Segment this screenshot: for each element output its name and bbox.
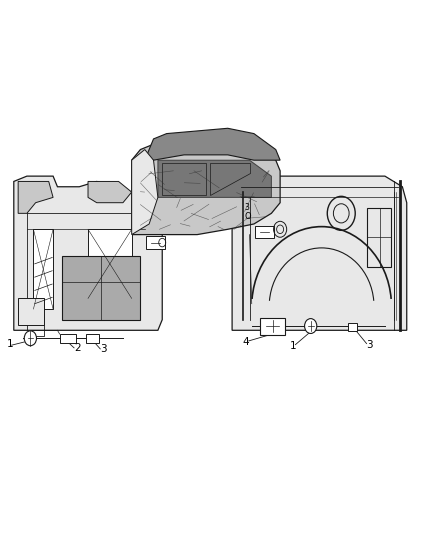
- Polygon shape: [158, 160, 272, 197]
- Polygon shape: [145, 128, 280, 160]
- Bar: [88, 229, 132, 298]
- Bar: [146, 236, 165, 249]
- Circle shape: [24, 331, 36, 346]
- Bar: [18, 298, 44, 325]
- Polygon shape: [232, 176, 407, 330]
- Text: 1: 1: [290, 341, 297, 351]
- Text: 3: 3: [367, 340, 373, 350]
- Circle shape: [304, 319, 317, 334]
- Bar: [60, 334, 76, 343]
- Bar: [348, 324, 357, 332]
- Polygon shape: [132, 150, 158, 235]
- Bar: [261, 318, 285, 335]
- Bar: [86, 334, 99, 343]
- Text: 3: 3: [244, 203, 249, 212]
- Polygon shape: [18, 181, 53, 213]
- Polygon shape: [132, 134, 280, 235]
- Polygon shape: [14, 176, 162, 330]
- Polygon shape: [210, 163, 250, 195]
- Bar: [367, 208, 392, 266]
- Bar: [62, 256, 141, 320]
- Bar: [33, 229, 53, 309]
- Text: 1: 1: [7, 340, 14, 349]
- Polygon shape: [88, 181, 132, 203]
- Text: 2: 2: [74, 343, 81, 353]
- Polygon shape: [162, 163, 206, 195]
- Text: 4: 4: [243, 337, 249, 347]
- Bar: [255, 225, 275, 238]
- Text: O: O: [244, 212, 251, 221]
- Text: 3: 3: [100, 344, 107, 354]
